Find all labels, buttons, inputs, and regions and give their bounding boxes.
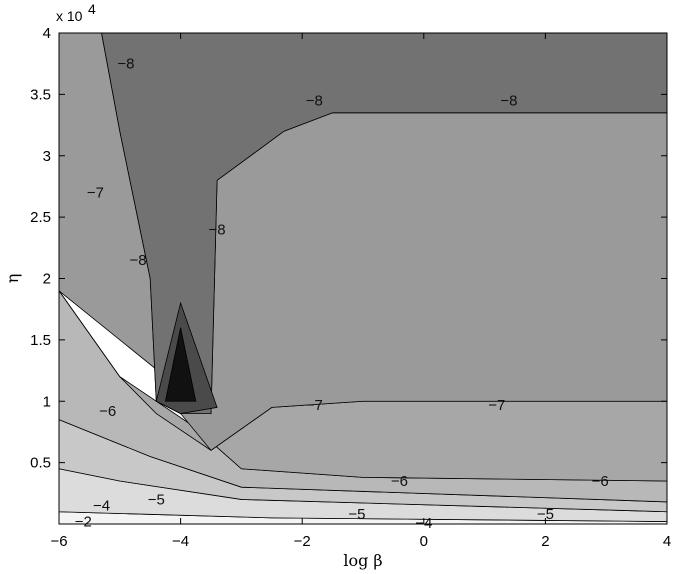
contour-label: −7 <box>488 397 505 414</box>
x-tick-label: −2 <box>294 533 311 550</box>
contour-label: −8 <box>117 56 134 73</box>
x-tick-label: −4 <box>172 533 189 550</box>
y-tick-label: 1.5 <box>30 332 51 349</box>
y-tick-label: 2.5 <box>30 209 51 226</box>
contour-label: −7 <box>87 185 104 202</box>
contour-label: −6 <box>592 473 609 490</box>
contour-label: −4 <box>93 498 110 515</box>
contour-region <box>164 327 197 402</box>
contour-label: −8 <box>500 93 517 110</box>
contour-label: −6 <box>391 473 408 490</box>
y-tick-label: 1 <box>43 393 51 410</box>
x-axis: −6 −4 −2 0 2 4 <box>50 33 671 550</box>
contour-label: −6 <box>99 403 116 420</box>
y-exponent-power: 4 <box>88 1 96 17</box>
y-exponent-label: x 10 <box>56 8 83 24</box>
y-tick-label: 2 <box>43 271 51 288</box>
x-tick-label: 2 <box>541 533 549 550</box>
contour-label: −8 <box>209 221 226 238</box>
y-tick-label: 3.5 <box>30 86 51 103</box>
contour-label: −8 <box>306 93 323 110</box>
x-tick-label: −6 <box>50 533 67 550</box>
contour-label: −7 <box>306 397 323 414</box>
contour-label: −5 <box>537 506 554 523</box>
x-tick-label: 4 <box>663 533 671 550</box>
y-axis-label: η <box>3 274 22 284</box>
x-axis-label: log β <box>343 551 382 570</box>
contour-label: −2 <box>75 514 92 531</box>
y-tick-label: 0.5 <box>30 455 51 472</box>
plot-area: −8−8 −8−8−8−7−7 −7−6−6 −6−5−5 −5−4−4−2 <box>58 32 668 532</box>
y-tick-label: 3 <box>43 148 51 165</box>
contour-label: −5 <box>148 491 165 508</box>
y-tick-label: 4 <box>43 25 51 42</box>
contour-label: −8 <box>129 252 146 269</box>
x-tick-label: 0 <box>420 533 428 550</box>
y-axis: 0.5 1 1.5 2 2.5 3 3.5 4 <box>30 25 667 472</box>
contour-label: −5 <box>348 506 365 523</box>
